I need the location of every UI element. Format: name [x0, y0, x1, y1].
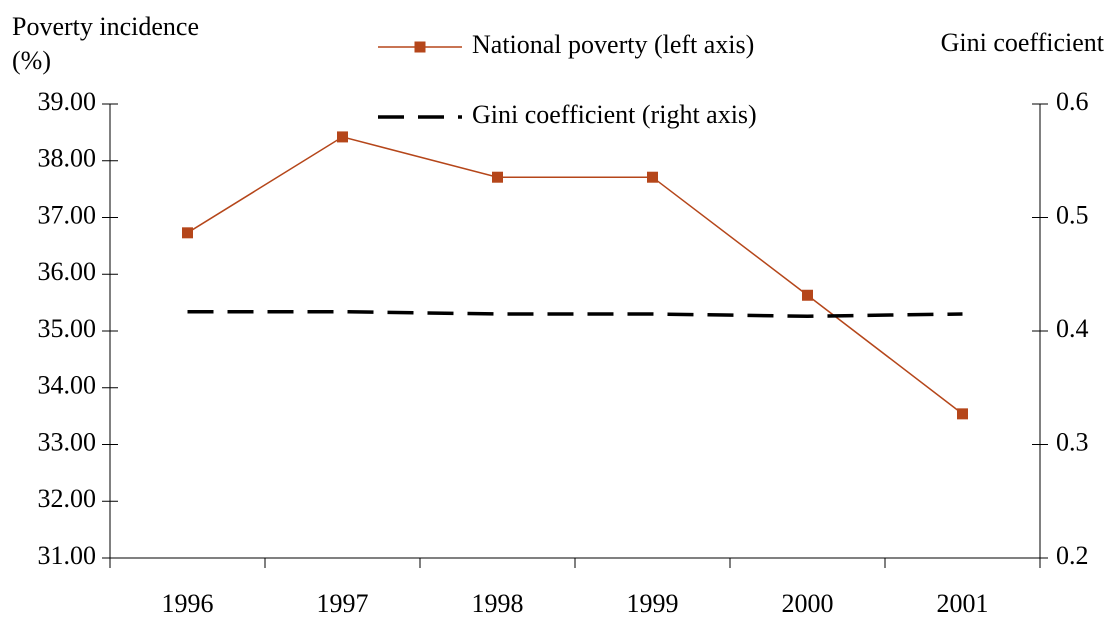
series-marker: [957, 408, 968, 420]
x-tick-label: 2001: [937, 589, 989, 618]
y-tick-label: 36.00: [38, 257, 97, 286]
y-tick-label: 33.00: [38, 427, 97, 456]
y-tick-label: 35.00: [38, 314, 97, 343]
series-marker: [492, 171, 503, 183]
y-tick-label: 32.00: [38, 484, 97, 513]
y-tick-label: 37.00: [38, 200, 97, 229]
series-line: [187, 136, 963, 415]
y2-tick-label: 0.2: [1056, 541, 1089, 570]
y-tick-label: 39.00: [38, 87, 97, 116]
y2-tick-label: 0.5: [1056, 200, 1089, 229]
y2-tick-label: 0.3: [1056, 427, 1089, 456]
x-tick-label: 1997: [317, 589, 369, 618]
x-tick-label: 1996: [162, 589, 214, 618]
legend-label: Gini coefficient (right axis): [472, 100, 757, 129]
x-tick-label: 1999: [627, 589, 679, 618]
y-tick-label: 31.00: [38, 541, 97, 570]
series-line: [187, 309, 963, 318]
x-tick-label: 2000: [782, 589, 834, 618]
legend-marker: [414, 41, 426, 53]
series-marker: [182, 227, 193, 239]
y2-axis-title: Gini coefficient: [941, 28, 1105, 57]
series-marker: [647, 171, 658, 183]
x-tick-label: 1998: [472, 589, 524, 618]
y2-tick-label: 0.6: [1056, 87, 1089, 116]
series-marker: [802, 289, 813, 301]
legend-item: Gini coefficient (right axis): [378, 100, 757, 129]
y-tick-label: 34.00: [38, 371, 97, 400]
y-tick-label: 38.00: [38, 144, 97, 173]
series-marker: [337, 131, 348, 143]
legend-item: National poverty (left axis): [378, 30, 754, 59]
y-axis-title: Poverty incidence (%): [12, 12, 199, 75]
legend-label: National poverty (left axis): [472, 30, 754, 59]
y2-tick-label: 0.4: [1056, 314, 1089, 343]
